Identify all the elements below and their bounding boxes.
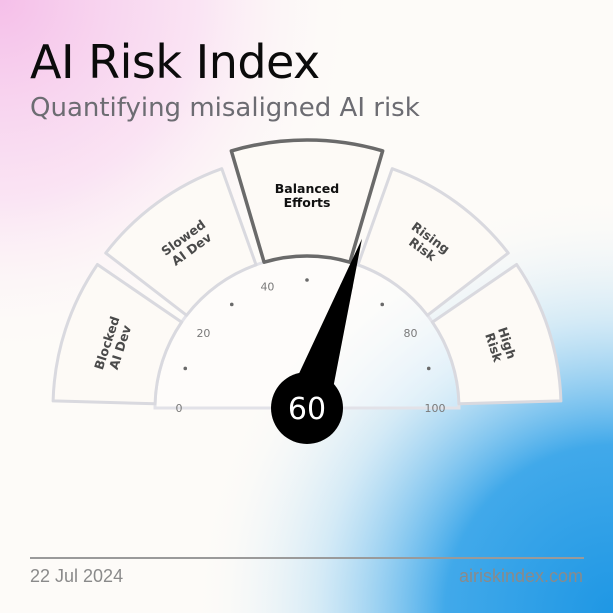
gauge-segment	[104, 167, 258, 317]
gauge-segment-label: Balanced Efforts	[275, 181, 339, 210]
gauge-tick-dot	[183, 366, 188, 371]
gauge-tick-label: 0	[176, 402, 183, 415]
gauge-tick-dot	[426, 366, 431, 371]
gauge-tick-label: 40	[260, 280, 274, 293]
footer-site-link[interactable]: airiskindex.com	[458, 566, 583, 586]
gauge-segment-label-line: Efforts	[284, 195, 331, 210]
gauge-tick-label: 80	[404, 327, 418, 340]
gauge-segment	[51, 262, 184, 406]
gauge-tick-dot	[229, 302, 234, 307]
gauge-segment	[356, 167, 510, 317]
footer-divider	[30, 557, 584, 559]
page-subtitle: Quantifying misaligned AI risk	[30, 93, 420, 123]
footer-date: 22 Jul 2024	[30, 566, 124, 586]
gauge-tick-label: 100	[425, 402, 446, 415]
gauge-tick-label: 20	[196, 327, 210, 340]
gauge-tick-dot	[380, 302, 385, 307]
gauge-segment	[430, 262, 563, 406]
gauge-segment-label-line: Balanced	[275, 181, 339, 196]
gauge-needle	[286, 238, 363, 415]
page-title: AI Risk Index	[30, 35, 320, 89]
gauge-segment	[229, 138, 385, 264]
gauge-hub	[271, 372, 343, 444]
gauge-value-label: 60	[288, 392, 326, 427]
gauge-tick-dot	[305, 278, 309, 282]
